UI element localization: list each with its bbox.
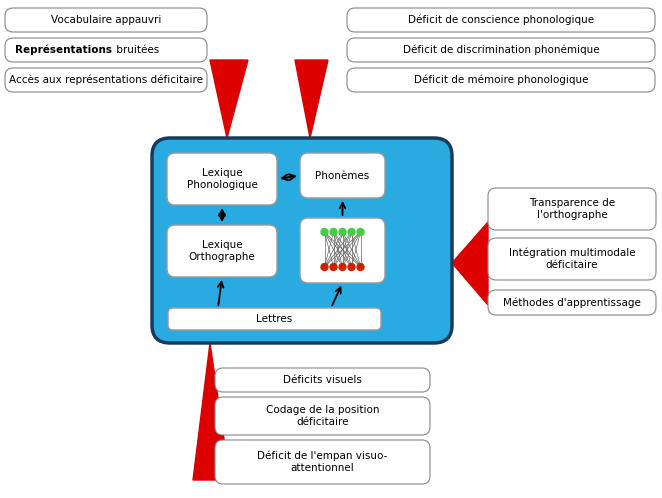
Text: Représentations: Représentations	[15, 45, 112, 55]
Circle shape	[357, 229, 364, 236]
FancyBboxPatch shape	[215, 368, 430, 392]
Text: Déficits visuels: Déficits visuels	[283, 375, 362, 385]
FancyBboxPatch shape	[488, 188, 656, 230]
Text: Accès aux représentations déficitaire: Accès aux représentations déficitaire	[9, 75, 203, 85]
Text: Déficit de l'empan visuo-
attentionnel: Déficit de l'empan visuo- attentionnel	[258, 451, 388, 473]
Text: Lettres: Lettres	[256, 314, 293, 324]
Polygon shape	[210, 60, 248, 138]
FancyBboxPatch shape	[5, 8, 207, 32]
Text: Transparence de
l'orthographe: Transparence de l'orthographe	[529, 198, 615, 220]
Text: Lexique
Phonologique: Lexique Phonologique	[187, 168, 258, 190]
Circle shape	[339, 229, 346, 236]
FancyBboxPatch shape	[152, 138, 452, 343]
FancyBboxPatch shape	[215, 440, 430, 484]
FancyBboxPatch shape	[347, 8, 655, 32]
Text: bruitées: bruitées	[113, 45, 160, 55]
FancyBboxPatch shape	[215, 397, 430, 435]
FancyBboxPatch shape	[347, 68, 655, 92]
Text: Phonèmes: Phonèmes	[315, 170, 369, 180]
FancyBboxPatch shape	[5, 38, 207, 62]
FancyBboxPatch shape	[488, 290, 656, 315]
Polygon shape	[193, 343, 230, 480]
FancyBboxPatch shape	[347, 38, 655, 62]
Circle shape	[348, 229, 355, 236]
Circle shape	[357, 263, 364, 270]
FancyBboxPatch shape	[168, 308, 381, 330]
Circle shape	[321, 229, 328, 236]
Polygon shape	[452, 222, 488, 305]
FancyBboxPatch shape	[300, 218, 385, 283]
Polygon shape	[295, 60, 328, 138]
Circle shape	[321, 263, 328, 270]
Text: Intégration multimodale
déficitaire: Intégration multimodale déficitaire	[508, 248, 636, 270]
Text: Vocabulaire appauvri: Vocabulaire appauvri	[51, 15, 161, 25]
FancyBboxPatch shape	[300, 153, 385, 198]
FancyBboxPatch shape	[167, 153, 277, 205]
Text: Déficit de discrimination phonémique: Déficit de discrimination phonémique	[402, 45, 599, 55]
FancyBboxPatch shape	[488, 238, 656, 280]
Text: Lexique
Orthographe: Lexique Orthographe	[189, 240, 256, 262]
Text: Déficit de mémoire phonologique: Déficit de mémoire phonologique	[414, 75, 589, 85]
FancyBboxPatch shape	[5, 68, 207, 92]
Circle shape	[330, 263, 337, 270]
Text: Déficit de conscience phonologique: Déficit de conscience phonologique	[408, 15, 594, 25]
Circle shape	[339, 263, 346, 270]
Circle shape	[330, 229, 337, 236]
FancyBboxPatch shape	[167, 225, 277, 277]
Text: Méthodes d'apprentissage: Méthodes d'apprentissage	[503, 297, 641, 308]
Text: Codage de la position
déficitaire: Codage de la position déficitaire	[265, 405, 379, 427]
Circle shape	[348, 263, 355, 270]
